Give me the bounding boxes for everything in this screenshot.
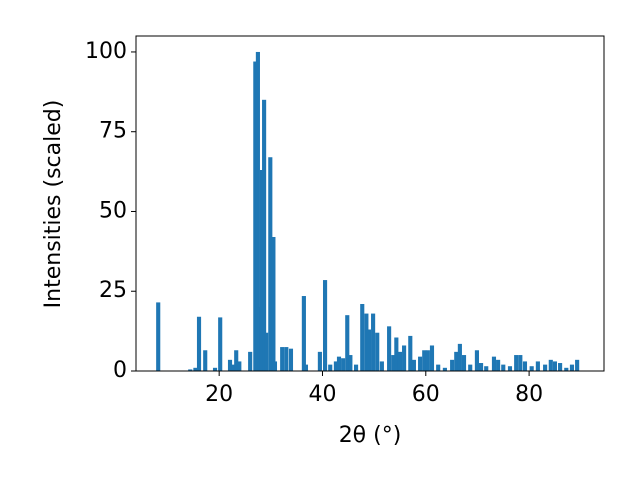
bar bbox=[411, 359, 416, 371]
bar bbox=[425, 350, 430, 371]
bar bbox=[457, 343, 462, 371]
bar bbox=[248, 351, 253, 371]
bar bbox=[543, 364, 548, 371]
bar bbox=[328, 364, 333, 371]
bar bbox=[569, 364, 575, 371]
bar bbox=[333, 361, 338, 371]
bar bbox=[436, 364, 441, 371]
bar bbox=[468, 364, 473, 371]
bar bbox=[262, 99, 267, 372]
bar bbox=[408, 335, 413, 371]
bar bbox=[442, 367, 447, 371]
bar bbox=[231, 364, 236, 371]
bar bbox=[391, 355, 396, 371]
x-tick-label: 40 bbox=[308, 382, 336, 407]
y-axis-label: Intensities (scaled) bbox=[41, 100, 66, 309]
bar bbox=[529, 366, 534, 371]
bar bbox=[212, 367, 218, 371]
bar bbox=[193, 367, 198, 371]
bar bbox=[397, 351, 403, 371]
bar bbox=[348, 355, 353, 371]
bar bbox=[268, 157, 273, 371]
bar bbox=[237, 361, 242, 371]
bar bbox=[253, 61, 258, 372]
bar bbox=[575, 359, 580, 371]
bar bbox=[288, 348, 294, 371]
bar bbox=[196, 316, 202, 371]
bar bbox=[264, 332, 269, 371]
bar bbox=[322, 280, 328, 371]
bar bbox=[484, 366, 489, 371]
bar bbox=[345, 315, 350, 371]
x-axis-label: 2θ (°) bbox=[339, 423, 402, 448]
bar bbox=[364, 313, 369, 371]
bar bbox=[336, 356, 342, 371]
bar bbox=[379, 361, 384, 371]
bar bbox=[394, 337, 399, 371]
bar bbox=[422, 350, 427, 371]
bar bbox=[371, 313, 376, 371]
y-tick-label: 25 bbox=[99, 278, 127, 303]
bar bbox=[501, 364, 506, 371]
x-tick-label: 20 bbox=[205, 382, 233, 407]
bar bbox=[203, 350, 208, 371]
y-tick-label: 50 bbox=[99, 198, 127, 223]
bar bbox=[402, 345, 407, 371]
bar bbox=[522, 361, 528, 371]
bar bbox=[271, 237, 276, 371]
bar bbox=[558, 363, 563, 371]
x-tick-label: 60 bbox=[412, 382, 440, 407]
bar bbox=[564, 367, 569, 371]
bar bbox=[234, 350, 239, 371]
axes-frame bbox=[135, 35, 605, 372]
bar bbox=[218, 317, 223, 371]
bar bbox=[535, 361, 540, 371]
bar bbox=[507, 366, 513, 371]
bar bbox=[156, 302, 161, 371]
bar bbox=[353, 364, 359, 371]
bar bbox=[360, 304, 365, 371]
bar bbox=[552, 361, 557, 371]
bar bbox=[301, 296, 306, 371]
bar bbox=[387, 326, 392, 371]
bar bbox=[461, 355, 467, 371]
bar bbox=[366, 329, 372, 371]
bar bbox=[548, 359, 553, 371]
bar bbox=[514, 355, 519, 371]
bar bbox=[280, 347, 285, 371]
bar bbox=[375, 332, 380, 371]
bar bbox=[227, 359, 233, 371]
bar bbox=[418, 356, 423, 371]
bar bbox=[478, 363, 484, 371]
bar bbox=[303, 364, 309, 371]
y-tick-label: 75 bbox=[99, 119, 127, 144]
bar bbox=[491, 356, 497, 371]
y-tick-label: 100 bbox=[85, 39, 127, 64]
bar bbox=[272, 361, 278, 371]
bar bbox=[188, 369, 193, 371]
bar bbox=[317, 351, 322, 371]
x-tick-label: 80 bbox=[515, 382, 543, 407]
bar bbox=[450, 359, 455, 371]
bar bbox=[518, 355, 523, 371]
bar bbox=[429, 345, 435, 371]
y-tick-label: 0 bbox=[113, 358, 127, 383]
bar bbox=[284, 347, 289, 371]
bar bbox=[341, 358, 346, 371]
bar bbox=[474, 350, 479, 371]
bar bbox=[454, 351, 459, 371]
bar bbox=[496, 359, 501, 371]
bar bbox=[255, 51, 260, 371]
